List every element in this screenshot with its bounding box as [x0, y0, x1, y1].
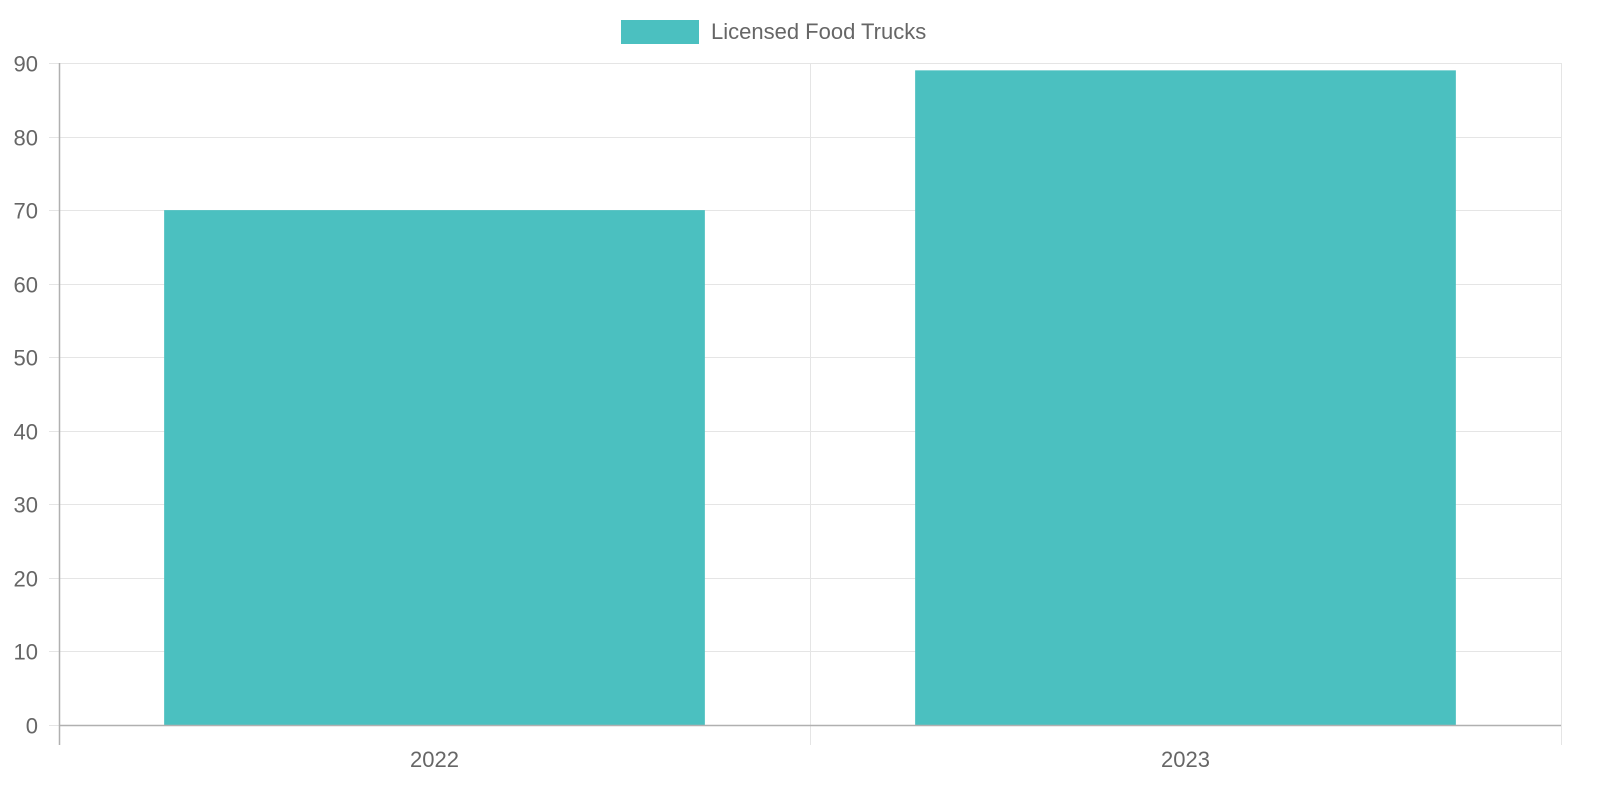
x-axis-ticks: 2022 2023	[410, 747, 1210, 772]
y-tick-label: 50	[14, 346, 38, 371]
legend-label: Licensed Food Trucks	[711, 19, 927, 44]
y-tick-label: 60	[14, 273, 38, 298]
legend[interactable]: Licensed Food Trucks	[621, 19, 926, 45]
y-axis-ticks: 0 10 20 30 40 50 60 70 80 90	[14, 52, 38, 739]
y-tick-label: 70	[14, 199, 38, 224]
x-tick-label: 2022	[410, 747, 459, 772]
bar-2023[interactable]	[915, 70, 1456, 726]
y-tick-label: 40	[14, 420, 38, 445]
y-tick-label: 0	[26, 714, 38, 739]
y-tick-label: 30	[14, 493, 38, 518]
y-tick-label: 90	[14, 52, 38, 77]
bar-2022[interactable]	[164, 210, 705, 726]
x-tick-label: 2023	[1161, 747, 1210, 772]
bars	[164, 70, 1456, 726]
legend-swatch	[621, 20, 699, 44]
y-tick-label: 20	[14, 567, 38, 592]
y-tick-label: 10	[14, 640, 38, 665]
y-tick-label: 80	[14, 126, 38, 151]
axes	[58, 63, 1561, 745]
